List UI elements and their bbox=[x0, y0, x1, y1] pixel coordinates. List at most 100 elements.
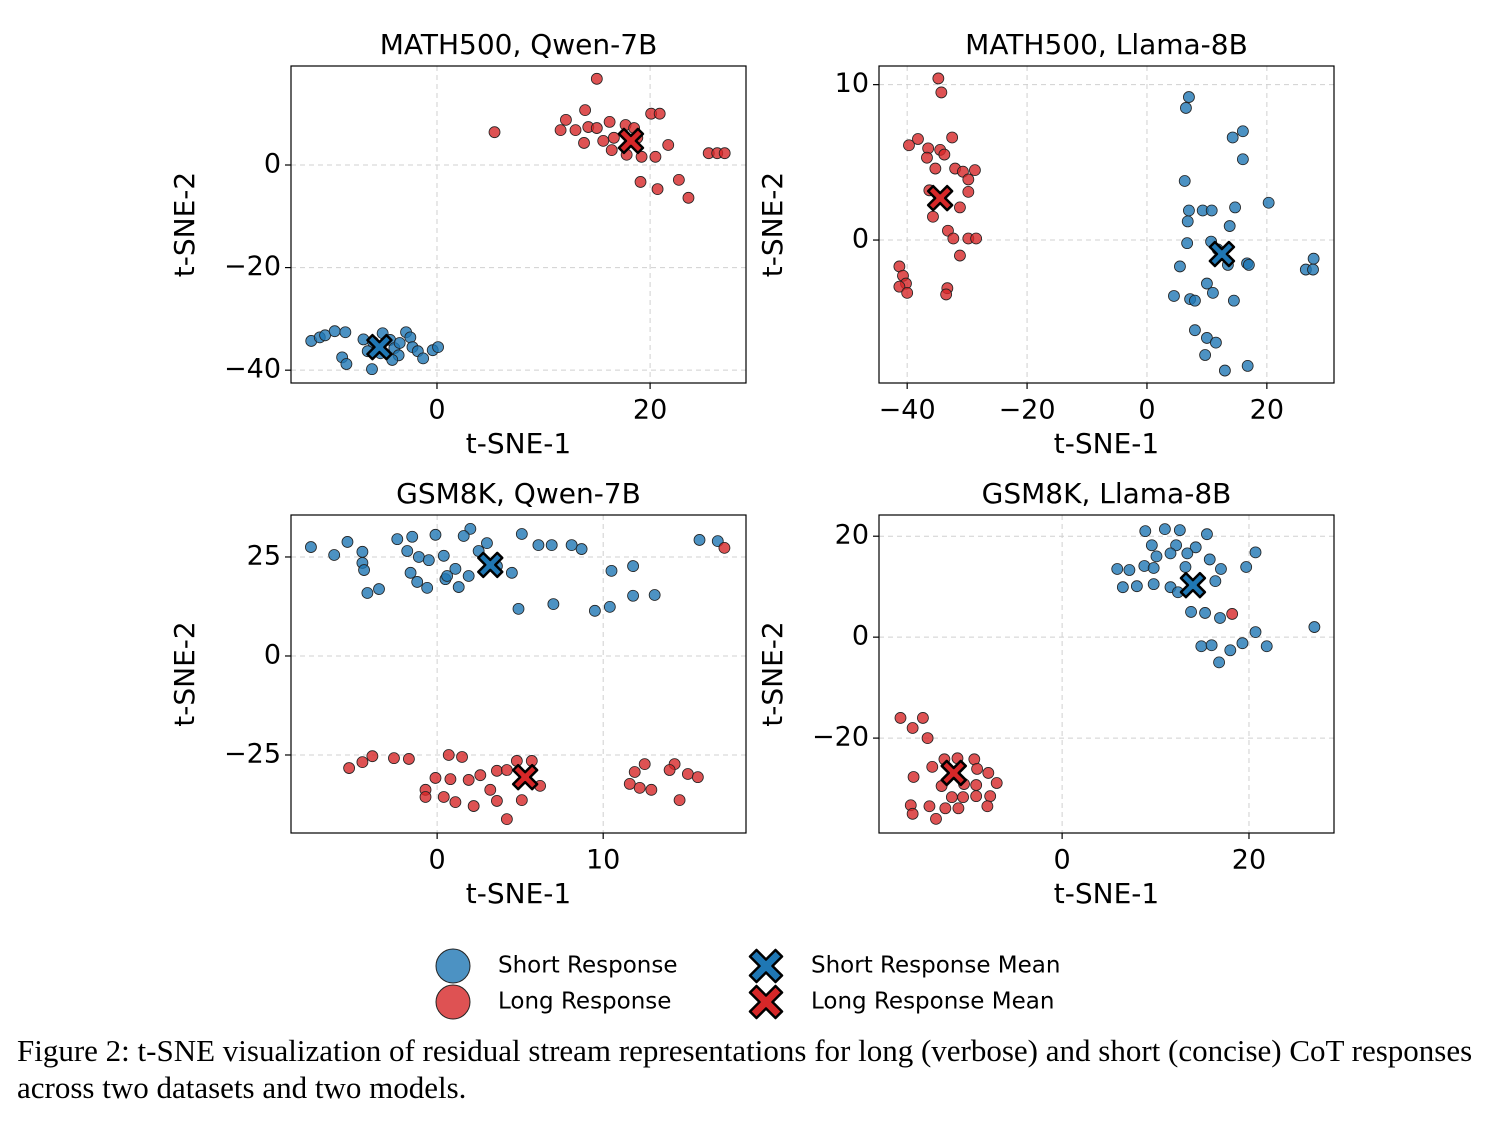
scatter-point bbox=[1205, 639, 1218, 652]
x-axis-label: t-SNE-1 bbox=[466, 427, 571, 460]
scatter-point bbox=[663, 764, 676, 776]
scatter-point bbox=[565, 539, 578, 551]
y-tick-label: 0 bbox=[852, 224, 869, 255]
x-tick-label: 20 bbox=[1232, 845, 1266, 876]
scatter-point bbox=[653, 107, 666, 120]
scatter-point bbox=[545, 539, 558, 551]
scatter-point bbox=[691, 771, 704, 784]
scatter-point bbox=[356, 545, 369, 558]
scatter-point bbox=[1214, 612, 1226, 624]
scatter-point bbox=[1139, 525, 1152, 538]
scatter-point bbox=[1174, 260, 1186, 273]
scatter-point bbox=[623, 777, 636, 790]
scatter-point bbox=[560, 113, 572, 126]
scatter-point bbox=[437, 549, 450, 562]
scatter-point bbox=[673, 794, 686, 807]
y-tick-label: 10 bbox=[835, 68, 869, 99]
scatter-point bbox=[1203, 553, 1216, 566]
scatter-point bbox=[366, 363, 378, 376]
scatter-point bbox=[328, 325, 341, 338]
scatter-point bbox=[547, 598, 560, 611]
scatter-point bbox=[648, 589, 661, 601]
scatter-point bbox=[923, 800, 936, 813]
scatter-point bbox=[579, 104, 591, 117]
scatter-point bbox=[1215, 563, 1227, 575]
scatter-point bbox=[569, 124, 582, 137]
scatter-point bbox=[1170, 539, 1183, 552]
scatter-point bbox=[437, 791, 450, 803]
scatter-point bbox=[391, 533, 404, 546]
scatter-point bbox=[1218, 364, 1231, 377]
scatter-point bbox=[343, 762, 356, 774]
scatter-point bbox=[1185, 606, 1197, 618]
scatter-point bbox=[1164, 547, 1177, 560]
figure: 0 20 −40 −20 0 MATH500, Qwen-7B t-SNE-1 t-SNE-2… bbox=[168, 28, 1335, 1020]
scatter-point bbox=[488, 126, 501, 139]
scatter-point bbox=[1236, 637, 1249, 650]
scatter-point bbox=[361, 587, 374, 599]
scatter-point bbox=[462, 570, 475, 582]
scatter-point bbox=[532, 539, 545, 551]
scatter-point bbox=[605, 564, 618, 577]
x-tick-label: 20 bbox=[633, 395, 667, 426]
scatter-point bbox=[1242, 259, 1255, 271]
mean-marker bbox=[617, 127, 645, 155]
scatter-point bbox=[990, 777, 1003, 789]
scatter-point bbox=[421, 581, 434, 594]
mean-marker bbox=[940, 759, 967, 787]
x-tick-label: 0 bbox=[1138, 395, 1155, 426]
scatter-point bbox=[962, 173, 975, 186]
mean-marker bbox=[477, 551, 504, 579]
scatter-point bbox=[1158, 523, 1171, 536]
legend-marker bbox=[435, 984, 471, 1020]
scatter-point bbox=[429, 772, 442, 784]
scatter-point bbox=[1249, 626, 1262, 639]
y-tick-label: 20 bbox=[835, 520, 869, 551]
scatter-point bbox=[590, 122, 603, 134]
y-axis-label: t-SNE-2 bbox=[756, 621, 789, 726]
legend-label: Long Response bbox=[498, 989, 671, 1015]
scatter-point bbox=[491, 764, 503, 777]
scatter-point bbox=[930, 812, 942, 825]
scatter-point bbox=[1226, 608, 1239, 620]
scatter-point bbox=[1147, 578, 1160, 591]
scatter-point bbox=[484, 783, 497, 796]
scatter-point bbox=[633, 781, 646, 794]
scatter-point bbox=[411, 576, 424, 588]
scatter-point bbox=[718, 541, 731, 554]
scatter-point bbox=[1183, 91, 1195, 103]
scatter-point bbox=[1179, 561, 1192, 573]
scatter-point bbox=[512, 602, 525, 615]
scatter-point bbox=[662, 139, 675, 151]
scatter-point bbox=[982, 767, 995, 779]
chart-title: GSM8K, Llama-8B bbox=[982, 477, 1232, 510]
scatter-point bbox=[1173, 524, 1186, 537]
scatter-point bbox=[939, 802, 952, 815]
chart-title: GSM8K, Qwen-7B bbox=[396, 477, 641, 510]
scatter-point bbox=[638, 758, 651, 770]
scatter-point bbox=[946, 131, 959, 144]
y-tick-label: 0 bbox=[264, 148, 281, 179]
scatter-point bbox=[907, 771, 920, 783]
scatter-point bbox=[1123, 564, 1136, 576]
legend-marker bbox=[435, 948, 471, 984]
y-axis-label: t-SNE-2 bbox=[168, 621, 201, 726]
scatter-point bbox=[1201, 528, 1213, 541]
x-tick-label: −40 bbox=[879, 395, 936, 426]
scatter-point bbox=[1227, 294, 1240, 307]
scatter-point bbox=[1236, 153, 1249, 166]
scatter-point bbox=[945, 791, 958, 804]
scatter-point bbox=[603, 600, 616, 613]
x-tick-label: 0 bbox=[428, 395, 445, 426]
scatter-point bbox=[932, 72, 945, 85]
scatter-point bbox=[651, 183, 664, 196]
scatter-point bbox=[1307, 263, 1319, 276]
scatter-point bbox=[906, 807, 919, 820]
scatter-point bbox=[927, 210, 939, 223]
y-axis-label: t-SNE-2 bbox=[756, 172, 789, 277]
scatter-point bbox=[693, 534, 706, 546]
scatter-point bbox=[1224, 644, 1237, 657]
scatter-point bbox=[500, 813, 513, 826]
scatter-point bbox=[588, 604, 601, 617]
